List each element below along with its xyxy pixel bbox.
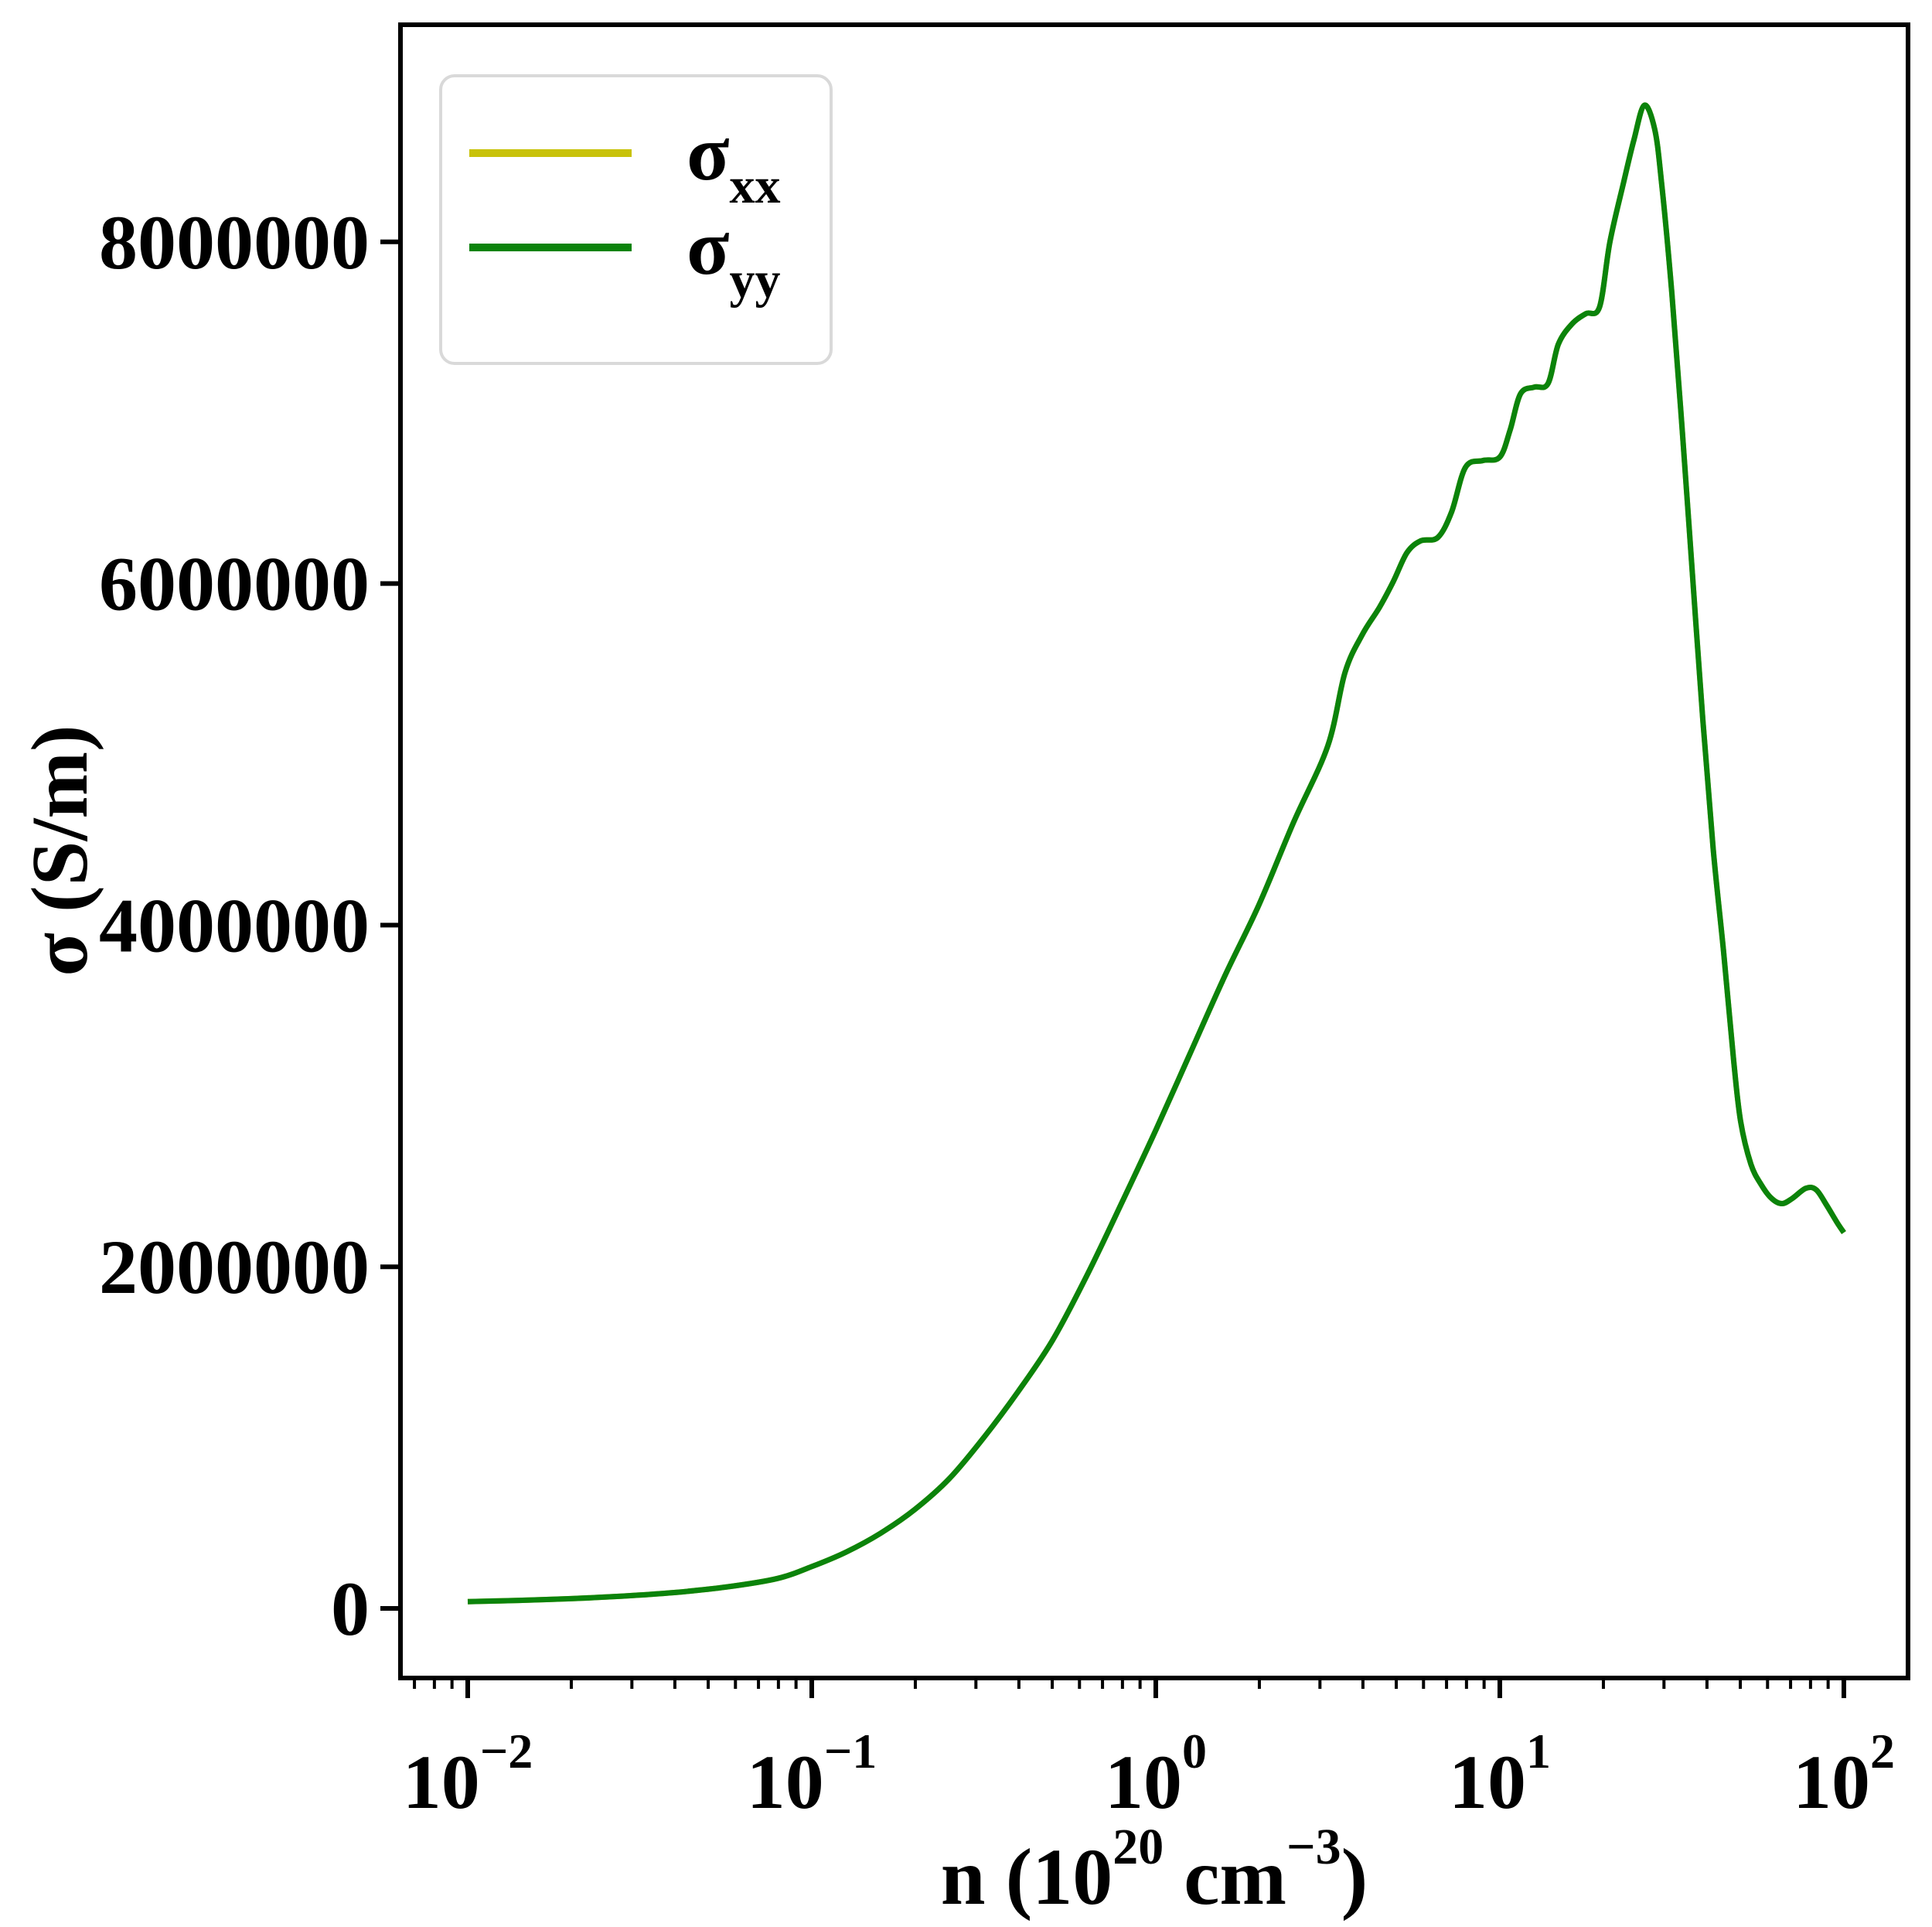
x-tick-label: 10−1 xyxy=(747,1724,877,1825)
y-major-ticks xyxy=(380,239,400,1611)
y-tick-label: 2000000 xyxy=(99,1224,370,1310)
x-tick-label: 10−2 xyxy=(403,1724,533,1825)
legend-label-sigma-xx: σxx xyxy=(687,110,780,214)
curve-sigma_yy xyxy=(467,102,1846,1605)
legend: σxx σyy xyxy=(439,74,833,365)
y-tick-labels: 0 2000000 4000000 6000000 8000000 xyxy=(99,200,370,1652)
x-tick-labels: 10−2 10−1 100 101 102 xyxy=(403,1724,1895,1825)
x-minor-ticks xyxy=(413,1678,1830,1689)
x-tick-label: 101 xyxy=(1449,1724,1551,1825)
x-tick-label: 100 xyxy=(1105,1724,1207,1825)
x-major-ticks xyxy=(465,1678,1846,1698)
y-tick-label: 6000000 xyxy=(99,541,370,627)
x-axis-label: n (1020 cm−3) xyxy=(941,1819,1368,1922)
legend-box xyxy=(439,74,833,365)
y-tick-label: 0 xyxy=(331,1566,370,1652)
y-tick-label: 4000000 xyxy=(99,882,370,968)
y-axis-label: σ (S/m) xyxy=(15,725,104,976)
series-group xyxy=(467,102,1846,1605)
legend-label-sigma-yy: σyy xyxy=(687,204,780,309)
y-tick-label: 8000000 xyxy=(99,200,370,285)
x-tick-label: 102 xyxy=(1793,1724,1895,1825)
